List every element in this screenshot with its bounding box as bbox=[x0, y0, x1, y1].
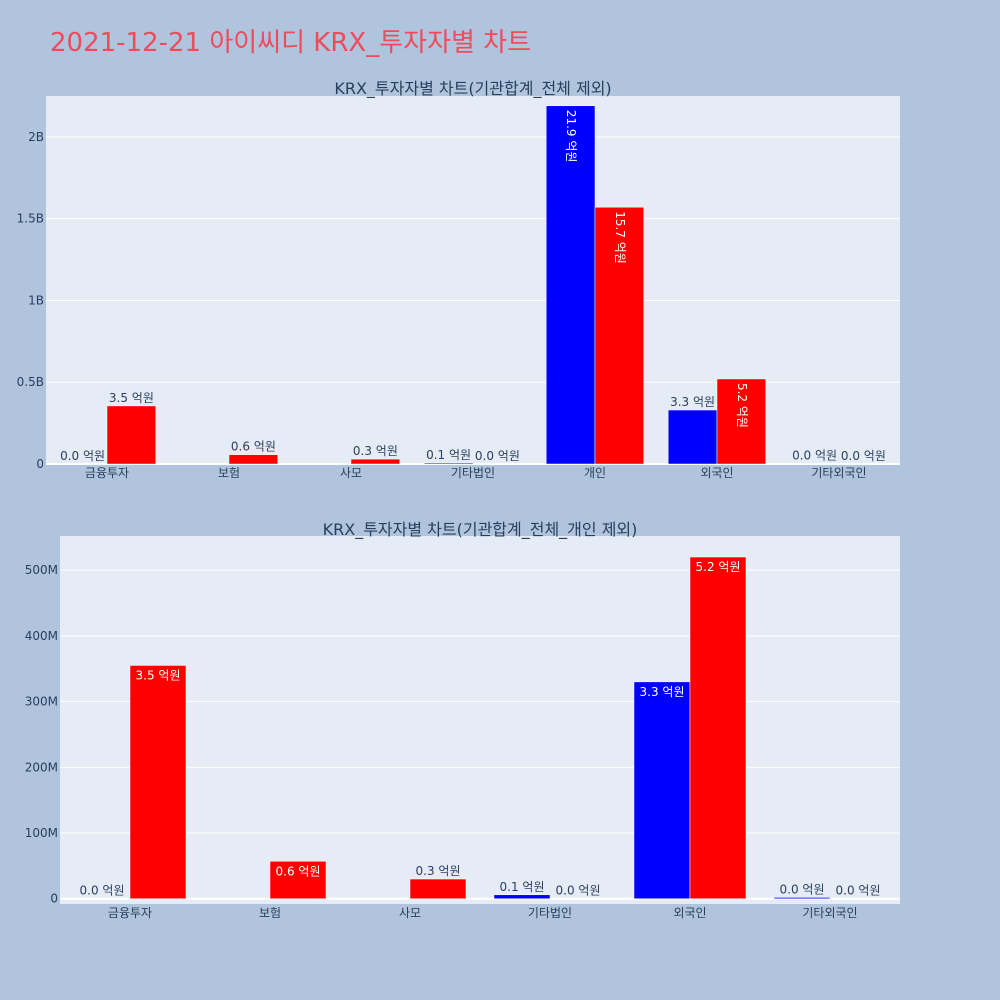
data-label: 0.0 억원 bbox=[60, 449, 105, 463]
bar bbox=[493, 894, 551, 899]
data-label: 0.0 억원 bbox=[780, 882, 825, 896]
data-label: 21.9 억원 bbox=[564, 110, 578, 163]
data-label: 3.3 억원 bbox=[640, 685, 685, 699]
data-label: 0.6 억원 bbox=[276, 864, 321, 878]
y-tick-label: 2B bbox=[28, 130, 44, 144]
y-tick-label: 0 bbox=[36, 457, 44, 471]
x-tick-label: 외국인 bbox=[673, 906, 706, 920]
x-tick-label: 기타법인 bbox=[528, 906, 572, 920]
y-tick-label: 0.5B bbox=[17, 375, 44, 389]
y-tick-label: 1.5B bbox=[17, 212, 44, 226]
data-label: 3.5 억원 bbox=[136, 668, 181, 682]
bar bbox=[716, 378, 767, 465]
y-tick-label: 0 bbox=[50, 892, 58, 906]
data-label: 0.3 억원 bbox=[353, 444, 398, 458]
chart-2: 0 100M 200M 300M 400M 500M KRX_투자자별 차트(기관합계_전체… bbox=[25, 520, 900, 920]
x-tick-label: 보험 bbox=[259, 906, 281, 920]
data-label: 0.0 억원 bbox=[792, 449, 837, 463]
y-tick-label: 200M bbox=[25, 760, 58, 774]
bar bbox=[633, 681, 691, 899]
bar bbox=[423, 462, 474, 465]
y-tick-label: 100M bbox=[25, 826, 58, 840]
bar bbox=[269, 861, 327, 899]
x-tick-label: 사모 bbox=[399, 906, 421, 920]
chart-1: 0 0.5B 1B 1.5B 2B KRX_투자자별 차트(기관합계_전체 제외) 금융투자… bbox=[17, 79, 900, 480]
x-tick-label: 사모 bbox=[340, 466, 362, 480]
y-tick-label: 1B bbox=[28, 293, 44, 307]
y-tick-label: 300M bbox=[25, 695, 58, 709]
data-label: 5.2 억원 bbox=[696, 560, 741, 574]
data-label: 0.0 억원 bbox=[556, 884, 601, 898]
bar bbox=[106, 405, 157, 465]
chart-title: KRX_투자자별 차트(기관합계_전체 제외) bbox=[334, 79, 611, 99]
x-tick-label: 기타외국인 bbox=[802, 906, 857, 920]
bar bbox=[667, 409, 718, 465]
data-label: 0.3 억원 bbox=[416, 864, 461, 878]
plot-area bbox=[60, 536, 900, 904]
data-label: 15.7 억원 bbox=[613, 211, 627, 264]
bar bbox=[594, 206, 645, 465]
bar bbox=[350, 458, 401, 465]
x-tick-label: 외국인 bbox=[700, 466, 733, 480]
x-tick-label: 보험 bbox=[218, 466, 240, 480]
data-label: 5.2 억원 bbox=[735, 383, 749, 428]
bar bbox=[409, 878, 467, 899]
bar bbox=[773, 897, 831, 899]
bar bbox=[545, 105, 596, 465]
y-tick-label: 500M bbox=[25, 563, 58, 577]
bar bbox=[689, 556, 747, 899]
data-label: 0.6 억원 bbox=[231, 440, 276, 454]
plot-area bbox=[46, 96, 900, 464]
x-tick-label: 금융투자 bbox=[108, 906, 152, 920]
chart-title: KRX_투자자별 차트(기관합계_전체_개인 제외) bbox=[323, 520, 638, 540]
x-tick-label: 금융투자 bbox=[85, 466, 129, 480]
x-tick-label: 기타외국인 bbox=[811, 466, 866, 480]
page-title: 2021-12-21 아이씨디 KRX_투자자별 차트 bbox=[50, 28, 532, 58]
bar bbox=[228, 454, 279, 465]
bar bbox=[129, 665, 187, 899]
data-label: 3.3 억원 bbox=[670, 395, 715, 409]
x-tick-label: 기타법인 bbox=[451, 466, 495, 480]
x-tick-label: 개인 bbox=[584, 466, 606, 480]
data-label: 0.1 억원 bbox=[500, 880, 545, 894]
data-label: 3.5 억원 bbox=[109, 391, 154, 405]
data-label: 0.0 억원 bbox=[475, 449, 520, 463]
y-tick-label: 400M bbox=[25, 629, 58, 643]
data-label: 0.0 억원 bbox=[841, 449, 886, 463]
data-label: 0.0 억원 bbox=[80, 884, 125, 898]
data-label: 0.0 억원 bbox=[836, 884, 881, 898]
data-label: 0.1 억원 bbox=[426, 448, 471, 462]
